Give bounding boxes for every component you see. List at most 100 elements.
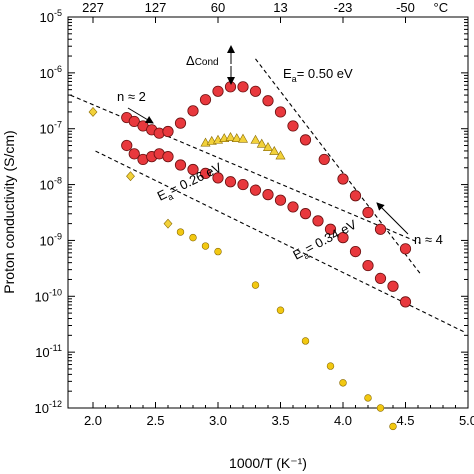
data-point-circle [237, 81, 249, 93]
top-tick-label: 127 [145, 0, 167, 15]
data-point-small-circle [201, 242, 210, 250]
ticks-layer [68, 16, 469, 409]
y-tick-label: 10-12 [35, 399, 62, 416]
data-point-circle [199, 94, 212, 106]
data-point-circle [174, 159, 187, 171]
y-tick-label: 10-8 [40, 176, 62, 193]
y-tick-label: 10-6 [40, 64, 62, 81]
data-point-small-circle [326, 362, 335, 370]
n4-annotation: n ≈ 4 [414, 232, 443, 247]
data-point-circle [187, 105, 199, 117]
data-point-small-circle [189, 233, 197, 242]
top-unit-label: °C [434, 0, 449, 15]
x-tick-label: 5.0 [459, 413, 474, 428]
data-point-circle [374, 272, 387, 285]
n2-annotation: n ≈ 2 [117, 89, 146, 104]
data-point-triangle [250, 134, 261, 144]
data-point-diamond [163, 218, 173, 229]
y-tick-label: 10-11 [35, 343, 62, 360]
fit-line-0 [255, 58, 421, 275]
data-point-circle [237, 178, 249, 191]
data-point-circle [274, 194, 287, 206]
data-point-circle [362, 206, 374, 219]
data-point-triangle [269, 145, 280, 155]
x-axis-title: 1000/T (K⁻¹) [229, 455, 307, 471]
data-point-circle [362, 259, 374, 272]
data-point-diamond [88, 107, 98, 117]
x-tick-label: 3.5 [271, 413, 289, 428]
data-point-small-circle [364, 394, 372, 402]
data-point-circle [387, 280, 399, 292]
data-point-circle [162, 151, 174, 163]
y-tick-label: 10-9 [40, 231, 62, 248]
data-point-circle [262, 189, 274, 201]
data-point-circle [287, 201, 299, 213]
data-point-circle [337, 232, 349, 244]
ea-034-annotation: Ea= 0.34 eV [290, 217, 360, 266]
y-tick-label: 10-5 [40, 8, 62, 25]
data-point-circle [174, 117, 187, 129]
y-axis-title: Proton conductivity (S/cm) [1, 130, 17, 293]
top-tick-label: 227 [82, 0, 104, 15]
data-point-circle [187, 163, 199, 176]
tick-labels: 2.0 2.5 3.0 3.5 4.0 4.5 5.0 227 127 60 13 -23 -50 °C 1… [35, 0, 474, 428]
data-point-small-circle [301, 337, 310, 345]
data-point-triangle [275, 150, 286, 160]
data-point-circle [249, 85, 262, 97]
data-point-circle [374, 223, 387, 235]
data-point-circle [121, 139, 133, 152]
data-point-circle [249, 184, 262, 196]
data-point-circle [162, 125, 174, 138]
data-point-circle [312, 215, 324, 227]
top-tick-label: -23 [334, 0, 353, 15]
data-point-small-circle [389, 422, 397, 431]
y-tick-label: 10-10 [35, 287, 62, 304]
data-point-circle [349, 246, 362, 258]
data-point-circle [262, 95, 274, 107]
data-point-circle [349, 190, 362, 202]
data-point-small-circle [339, 379, 347, 387]
data-point-circle [128, 115, 140, 128]
data-point-circle [337, 173, 349, 185]
data-point-circle [324, 223, 337, 235]
data-point-small-circle [214, 247, 222, 256]
data-point-circle [399, 243, 412, 255]
data-marks [88, 81, 412, 431]
top-tick-label: 13 [273, 0, 287, 15]
x-tick-label: 3.0 [209, 413, 227, 428]
data-point-small-circle [376, 404, 385, 412]
data-point-circle [299, 208, 312, 220]
ea-050-annotation: Ea= 0.50 eV [283, 66, 353, 84]
data-point-triangle [231, 133, 242, 143]
data-point-diamond [126, 171, 135, 182]
x-tick-label: 2.5 [146, 413, 164, 428]
data-point-circle [212, 85, 224, 97]
data-point-circle [224, 176, 237, 188]
x-tick-label: 4.0 [334, 413, 352, 428]
plot-frame [67, 16, 469, 409]
data-point-small-circle [176, 228, 185, 236]
data-point-circle [128, 148, 140, 160]
top-tick-label: 60 [211, 0, 225, 15]
fit-line-2 [95, 150, 466, 334]
top-tick-label: -50 [396, 0, 415, 15]
data-point-triangle [225, 131, 236, 141]
data-point-triangle [256, 138, 267, 148]
data-point-circle [199, 167, 212, 179]
data-point-triangle [237, 133, 249, 143]
data-point-circle [399, 296, 412, 308]
n2-arrow [127, 107, 154, 124]
data-point-triangle [262, 142, 274, 151]
n4-arrow [376, 202, 409, 235]
data-point-circle [274, 106, 287, 118]
x-tick-label: 4.5 [396, 413, 414, 428]
data-point-circle [318, 153, 330, 166]
data-point-circle [287, 120, 299, 132]
delta-cond-annotation: ΔCond [186, 53, 219, 68]
data-point-small-circle [276, 306, 285, 314]
x-tick-label: 2.0 [84, 413, 102, 428]
y-tick-label: 10-7 [40, 120, 62, 137]
data-point-small-circle [251, 281, 260, 289]
data-point-circle [212, 172, 224, 184]
